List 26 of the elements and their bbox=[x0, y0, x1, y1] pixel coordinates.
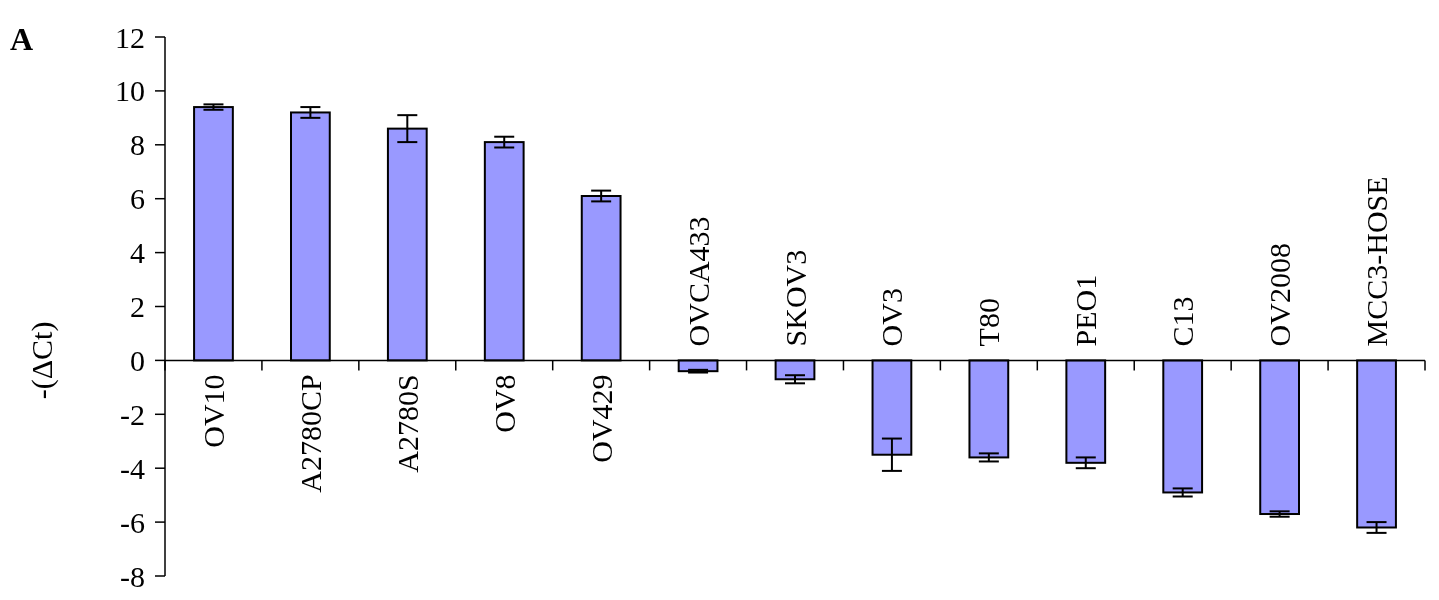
x-tick-label: OV8 bbox=[487, 374, 521, 433]
x-tick-label: OVCA433 bbox=[681, 216, 715, 347]
y-tick-label: 10 bbox=[115, 74, 145, 108]
y-axis-title: -(ΔCt) bbox=[25, 321, 59, 400]
x-tick-label: PEO1 bbox=[1069, 274, 1103, 347]
y-tick-label: 0 bbox=[130, 343, 145, 377]
x-tick-label: OV10 bbox=[196, 374, 230, 448]
x-tick-label: SKOV3 bbox=[778, 249, 812, 347]
y-tick-label: 2 bbox=[130, 290, 145, 323]
y-tick-label: 12 bbox=[115, 20, 145, 54]
y-tick-label: 8 bbox=[130, 128, 145, 162]
text: A bbox=[10, 21, 34, 57]
x-tick-label: OV429 bbox=[584, 374, 618, 463]
y-tick-label: -2 bbox=[120, 397, 145, 431]
y-tick-label: 4 bbox=[130, 236, 145, 270]
x-tick-label: OV3 bbox=[875, 288, 909, 347]
x-tick-label: A2780CP bbox=[293, 374, 327, 493]
x-tick-label: A2780S bbox=[390, 374, 424, 473]
y-tick-label: 6 bbox=[130, 182, 145, 216]
x-tick-label: T80 bbox=[972, 298, 1006, 347]
y-tick-label: -6 bbox=[120, 505, 145, 539]
x-tick-label: MCC3-HOSE bbox=[1360, 176, 1394, 347]
y-tick-label: -8 bbox=[120, 559, 145, 593]
x-tick-label: C13 bbox=[1166, 296, 1200, 347]
y-tick-label: -4 bbox=[120, 451, 145, 485]
x-tick-label: OV2008 bbox=[1263, 243, 1297, 347]
